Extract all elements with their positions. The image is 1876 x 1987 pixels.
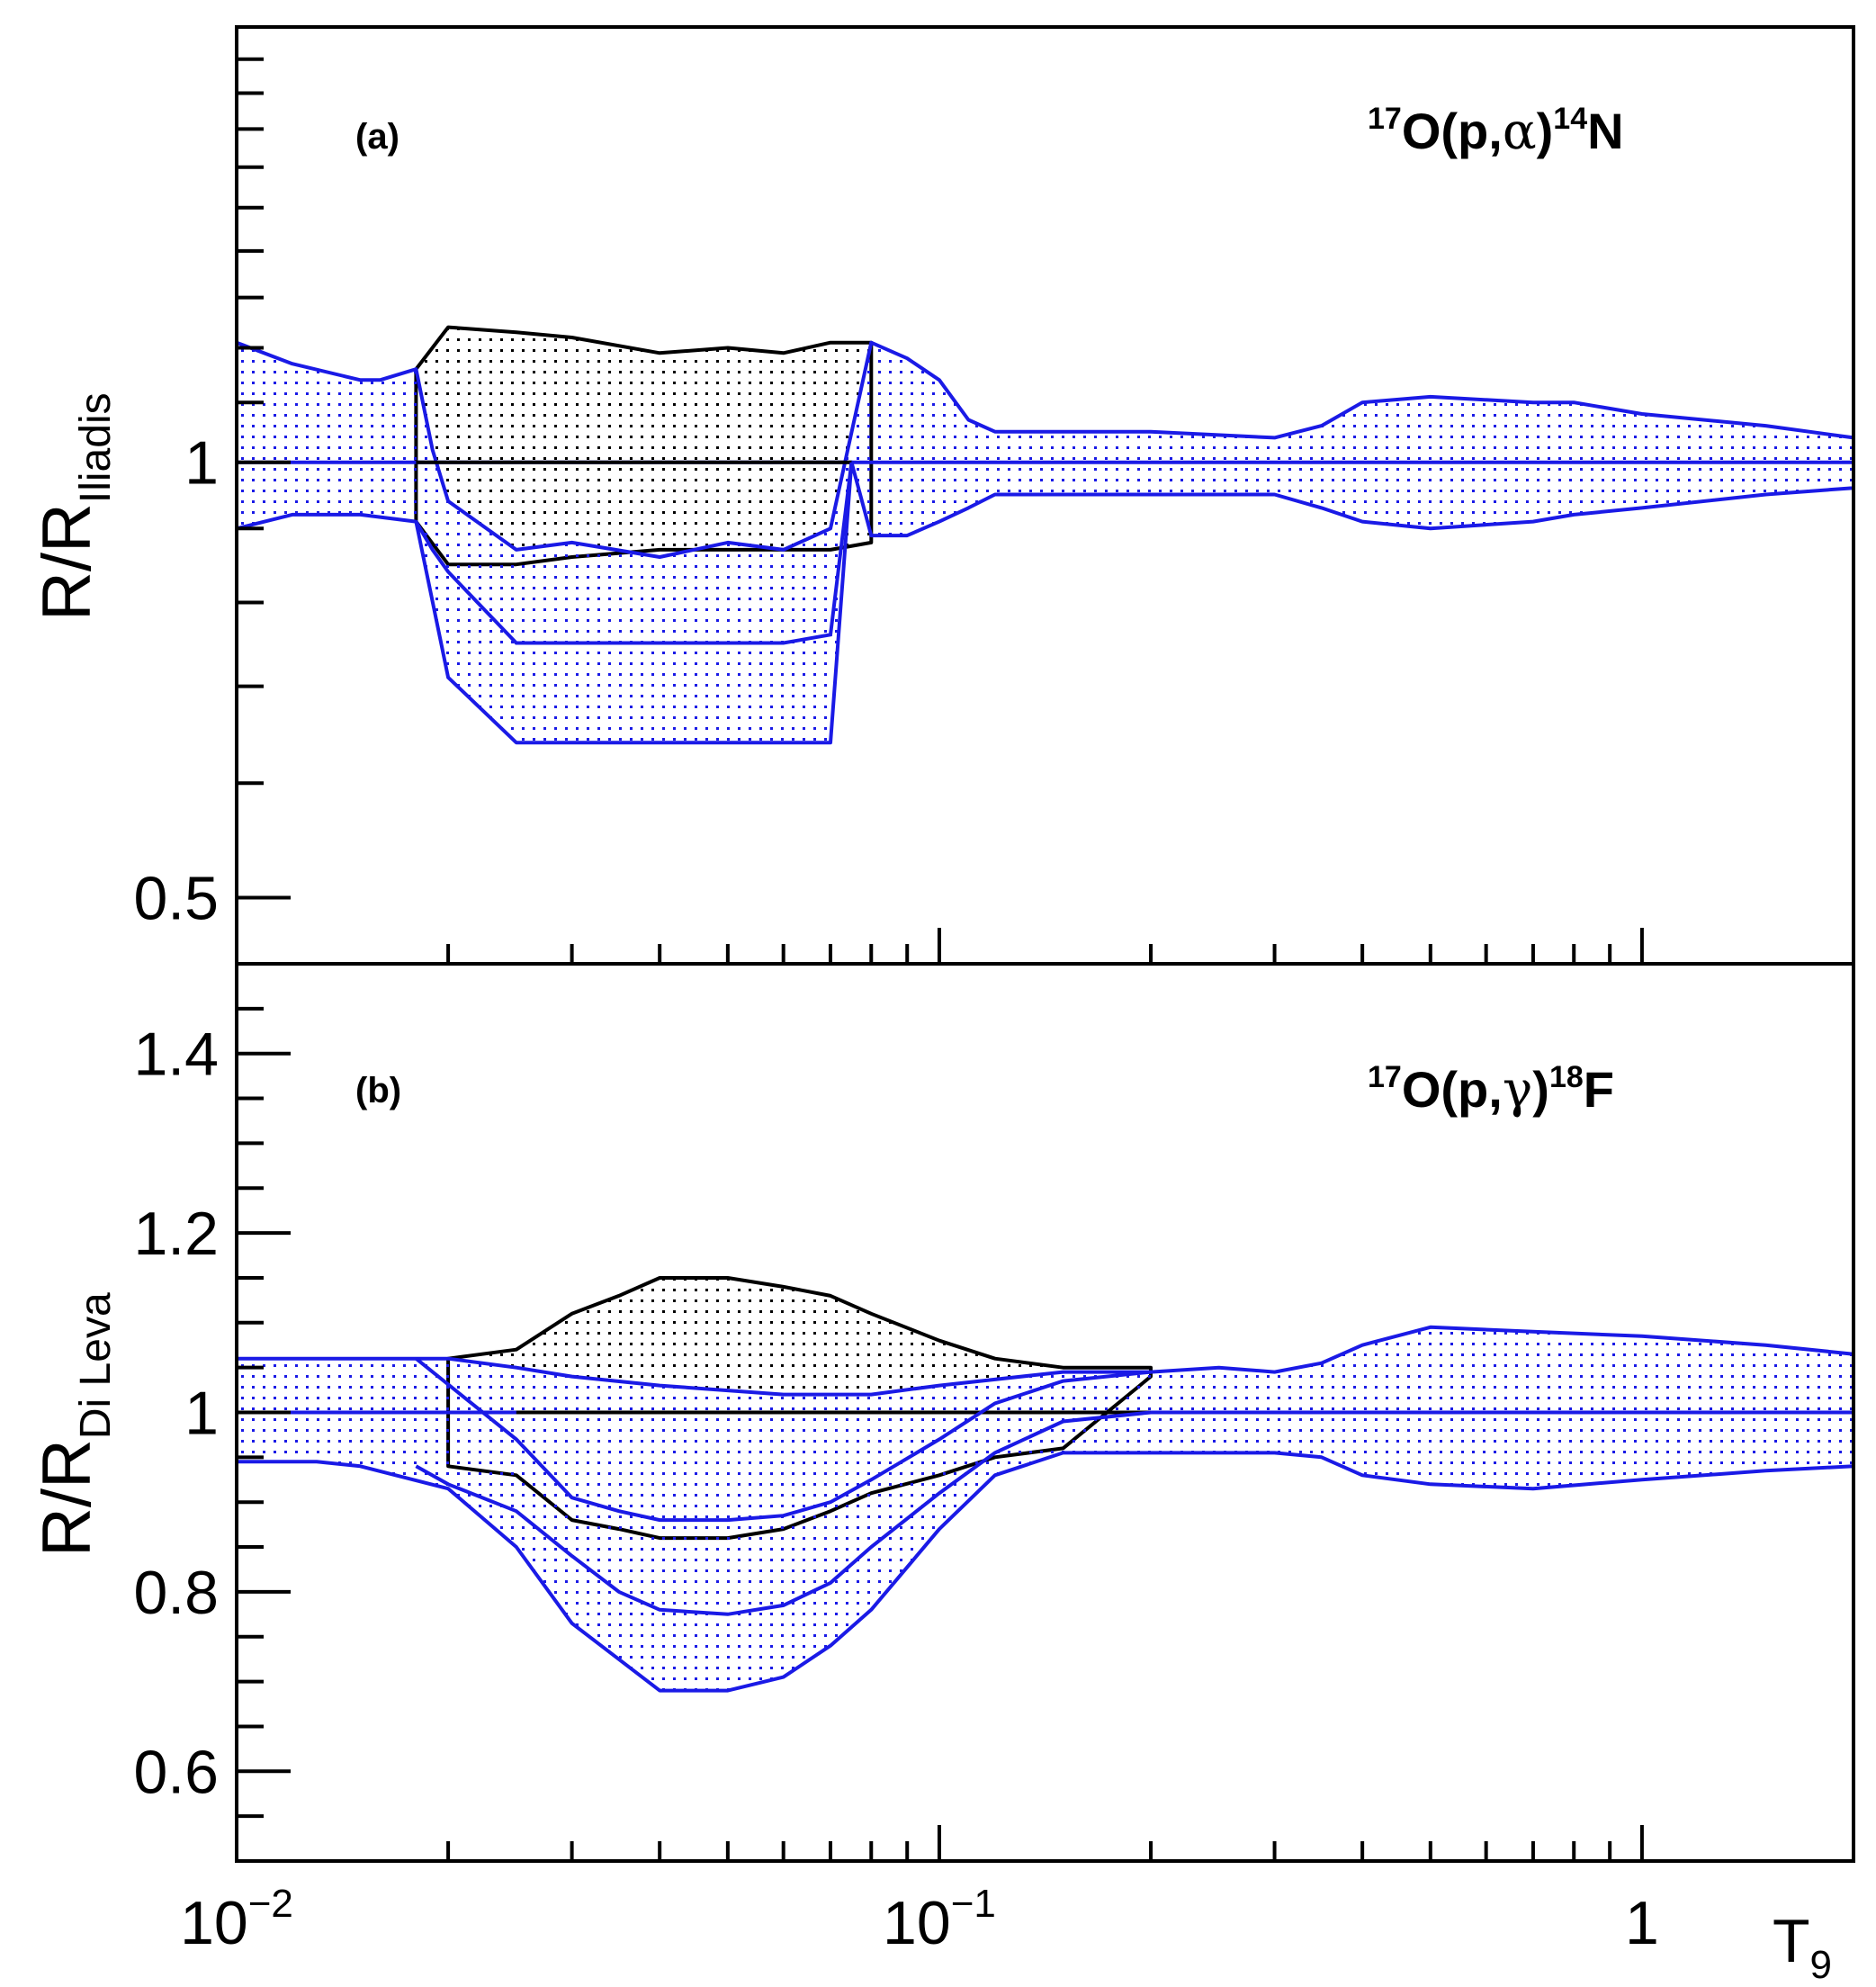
- x-tick-label: 10−2: [180, 1882, 293, 1957]
- panel-b-plot: [235, 1276, 1855, 1693]
- panel-a-line-inner-edge: [414, 462, 854, 645]
- panel-b-reaction: 17O(p,γ)18F: [1368, 1060, 1614, 1119]
- panel-b-ytick-label: 0.8: [133, 1559, 219, 1627]
- panel-a-label: (a): [355, 117, 399, 157]
- panel-b-blue-band: [235, 1325, 1855, 1693]
- panel-b-label: (b): [355, 1071, 401, 1110]
- panel-b-ytick-label: 1.2: [133, 1200, 219, 1268]
- panel-b: 0.6 0.8 1 1.2 1.4 10−2 10−1 1 (b) 17O(p,γ)18F R…: [29, 962, 1855, 1987]
- panel-b-ylabel: R/RDi Leva: [29, 1292, 120, 1557]
- panel-b-ticks: 0.6 0.8 1 1.2 1.4 10−2 10−1 1: [133, 962, 1855, 1957]
- panel-a-ytick-label: 0.5: [133, 864, 219, 932]
- panel-b-ytick-label: 0.6: [133, 1738, 219, 1806]
- panel-a-ylabel: R/RIliadis: [29, 392, 120, 621]
- panel-b-line-inner-edge-2: [415, 1410, 1152, 1616]
- panel-a: 0.51 (a) 17O(p,α)14N R/RIliadis: [29, 25, 1855, 966]
- panel-b-ytick-label: 1: [184, 1380, 219, 1448]
- panel-b-ytick-label: 1.4: [133, 1020, 219, 1089]
- panel-a-ytick-label: 1: [184, 429, 219, 498]
- x-tick-label: 10−1: [883, 1882, 996, 1957]
- x-tick-label: 1: [1625, 1889, 1659, 1957]
- panel-a-ticks: 0.51: [133, 57, 1855, 964]
- panel-a-reaction: 17O(p,α)14N: [1368, 102, 1624, 161]
- x-axis-label: T9: [1773, 1907, 1832, 1987]
- panel-b-line-inner-edge-1: [415, 1357, 1152, 1523]
- panel-a-plot: [235, 325, 1855, 745]
